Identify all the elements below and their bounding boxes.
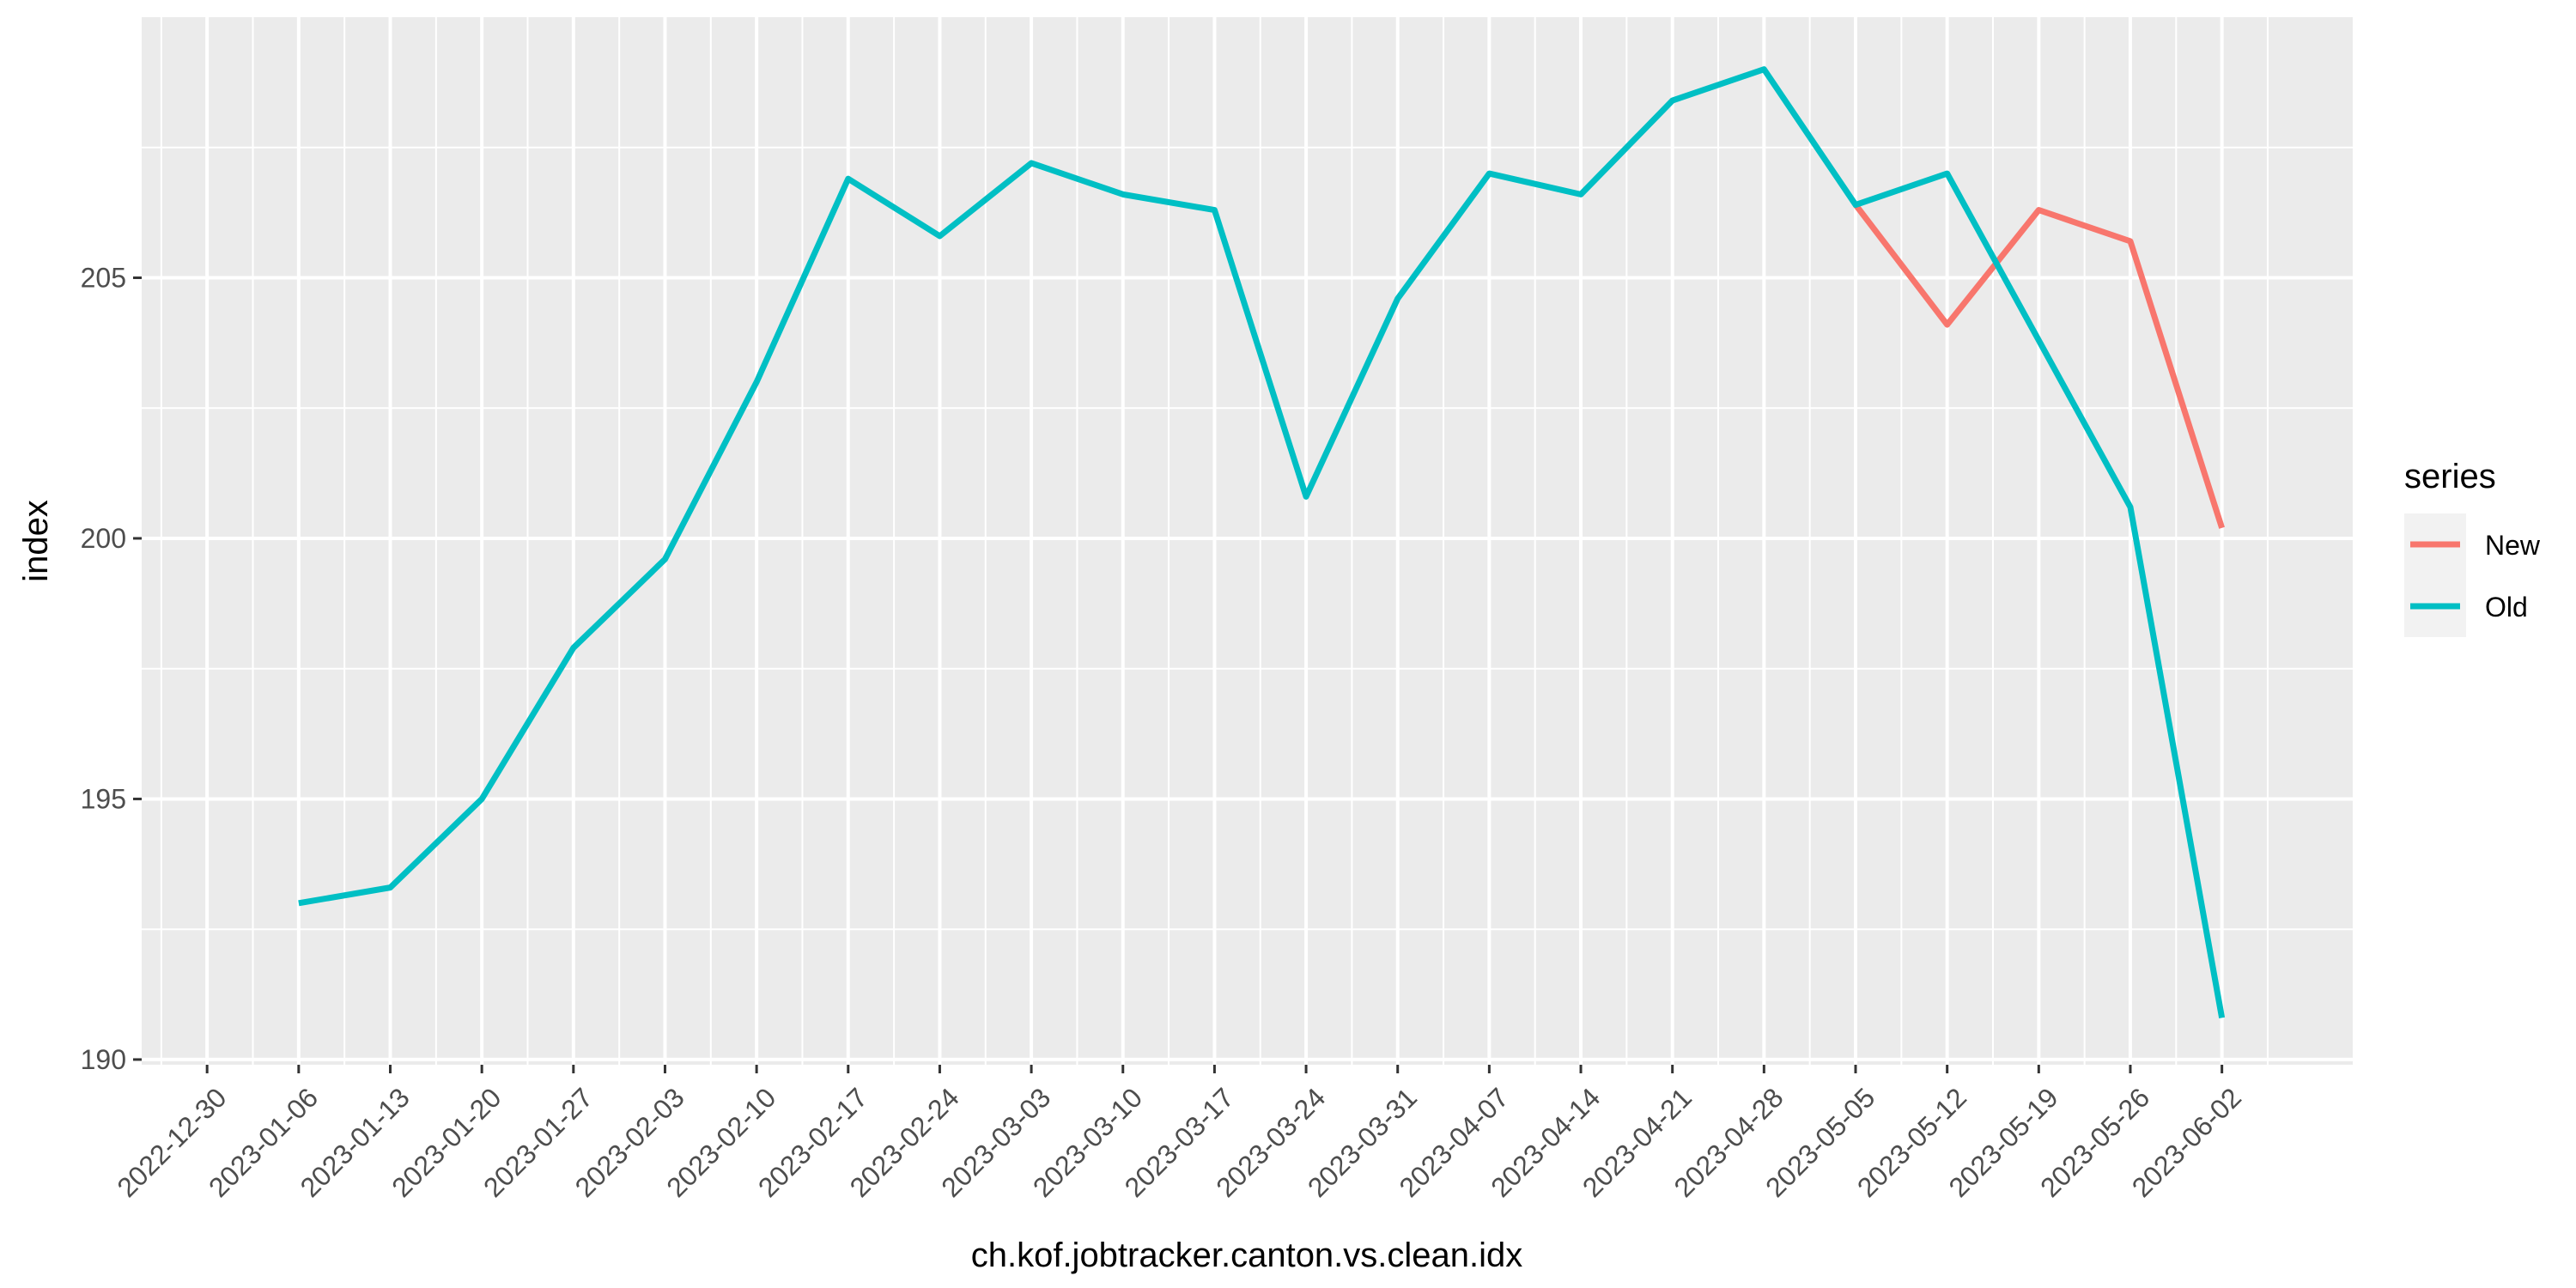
- series-lines: [298, 66, 2226, 1018]
- x-axis-tick-labels: 2022-12-302023-01-062023-01-132023-01-20…: [111, 1082, 2247, 1203]
- y-tick-label: 190: [81, 1044, 126, 1075]
- y-tick-label: 200: [81, 523, 126, 554]
- series-line-old: [298, 66, 2226, 1018]
- legend: series New Old: [2404, 458, 2541, 637]
- minor-x-gridlines: [160, 17, 2269, 1065]
- x-axis-title: ch.kof.jobtracker.canton.vs.clean.idx: [971, 1236, 1523, 1274]
- y-tick-label: 195: [81, 783, 126, 814]
- y-axis-tick-labels: 190 195 200 205: [81, 262, 126, 1074]
- legend-title: series: [2404, 458, 2496, 495]
- minor-y-gridlines: [142, 146, 2353, 931]
- plot-panel: [142, 17, 2353, 1065]
- y-axis-title: index: [17, 500, 55, 582]
- legend-label-old: Old: [2485, 592, 2528, 623]
- y-tick-label: 205: [81, 262, 126, 293]
- major-x-gridlines: [205, 17, 2224, 1065]
- series-line-new: [1853, 203, 2225, 529]
- axis-tick-marks: [133, 276, 2224, 1073]
- legend-label-new: New: [2485, 530, 2541, 561]
